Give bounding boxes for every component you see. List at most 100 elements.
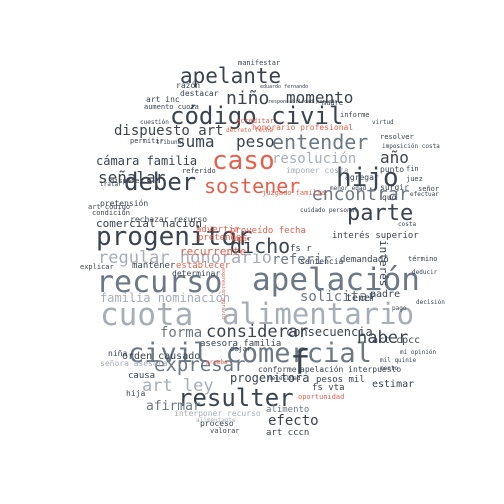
word-eduardo-fernando: eduardo fernando: [260, 84, 309, 90]
word-senor: señor: [418, 185, 440, 193]
word-proveido-fecha: proveído fecha: [230, 226, 306, 236]
word-mantener: mantener: [132, 261, 176, 271]
word-camara-familia: cámara familia: [96, 154, 198, 168]
word-prueba: prueba: [206, 359, 228, 366]
word-familia-nominacion: familia nominación: [100, 291, 231, 305]
word-acreditar: acreditar: [236, 117, 274, 125]
word-efecto: efecto: [268, 413, 319, 429]
word-haber: haber: [357, 328, 409, 348]
word-mil-quinie: mil quinie: [380, 357, 417, 364]
word-comercial-nacion: comercial nación: [96, 217, 202, 230]
word-tribunal: tribunal: [156, 139, 185, 146]
word-lugar: lugar: [230, 235, 252, 243]
word-art-cccn: art cccn: [266, 428, 310, 438]
word-aumento-cuota: aumento cuota: [144, 103, 199, 111]
word-nino: niño: [226, 88, 270, 109]
word-asesora-familia: asesora familia: [200, 339, 282, 349]
word-resolver: resolver: [380, 133, 414, 141]
word-referido: referido: [182, 167, 216, 175]
word-pretension: pretensión: [100, 199, 149, 208]
word-regular-honorario: regular honorario: [98, 248, 272, 268]
word-tratar: tratar: [100, 181, 122, 188]
word-interes: interés: [377, 240, 390, 287]
word-cuestion: cuestión: [140, 119, 169, 126]
word-pretender: pretender: [198, 233, 247, 243]
word-sentencia: sentencia: [300, 257, 344, 266]
word-consecuencia: consecuencia: [286, 325, 373, 339]
word-condicion: condición: [92, 209, 130, 217]
word-monto: monto: [380, 365, 399, 372]
word-codigo-civil: código civil: [170, 102, 344, 130]
word-permitir: permitir: [130, 137, 164, 145]
word-punto: punto: [380, 165, 405, 174]
word-civil-comercial: civil comercial: [128, 338, 372, 369]
word-momento: momento: [286, 88, 354, 107]
word-juez: juez: [406, 175, 423, 183]
word-apelacion-interpuesto: apelación interpuesto: [300, 365, 402, 374]
word-progenitora: progenitora: [230, 371, 310, 385]
word-menor-edad: menor edad: [330, 185, 367, 192]
word-entender: entender: [272, 130, 369, 154]
word-recurrente: recurrente: [180, 245, 247, 258]
word-explicar: explicar: [80, 263, 114, 271]
word-causa: causa: [128, 371, 156, 381]
word-cuota: cuota: [100, 297, 194, 333]
word-dispuesto-art: dispuesto art: [114, 123, 224, 139]
word-art-ley: art ley: [142, 376, 214, 396]
word-padre: padre: [370, 289, 401, 300]
word-hija: hija: [126, 389, 146, 398]
word-oportunidad: oportunidad: [298, 393, 345, 401]
word-necesidad: necesidad: [268, 375, 301, 382]
word-conforme: conforme: [258, 365, 297, 374]
word-encontrar: encontrar: [312, 184, 410, 205]
word-imposicion-costa: imposición costa: [382, 143, 440, 150]
word-senora-asesora: señora asesora: [100, 359, 168, 368]
word-progenitor: progenitor: [96, 222, 253, 252]
word-art-cpcc: art cpcc: [372, 335, 421, 346]
word-hijo: hijo: [336, 163, 399, 193]
word-dejar: dejar: [230, 345, 252, 353]
word-informe: informe: [340, 111, 370, 119]
word-proceso: proceso: [200, 419, 234, 428]
word-efectuar: efectuar: [410, 191, 439, 198]
word-art-inc: art inc: [146, 95, 180, 104]
word-responsabilidad-parental: responsabilidad parental: [268, 99, 341, 105]
word-fs-vta: fs vta: [312, 383, 345, 393]
word-pago: pago: [392, 305, 407, 312]
word-interes-superior: interés superior: [332, 231, 419, 241]
word-referir: referir: [272, 252, 332, 268]
word-determinar: determinar: [172, 269, 221, 278]
word-dicho: dicho: [230, 234, 291, 258]
word-cuidado-personal: cuidado personal: [300, 207, 358, 214]
word-rechazar-recurso: rechazar recurso: [130, 215, 208, 224]
word-resulter: resulter: [178, 384, 294, 412]
word-art-codigo: art código: [88, 203, 131, 211]
word-recurso: recurso: [96, 265, 223, 300]
word-disponer: disponer: [110, 177, 144, 185]
word-solicitar: solicitar: [300, 289, 376, 305]
word-considerar: considerar: [206, 322, 309, 342]
word-f: f: [290, 343, 311, 383]
word-fs-r: fs r: [290, 244, 312, 254]
word-costa: costa: [398, 221, 417, 228]
word-apelante: apelante: [180, 64, 282, 88]
word-alimentante: alimentante: [196, 417, 236, 424]
word-caso: caso: [212, 146, 275, 176]
word-senalar: señalar: [98, 168, 166, 187]
word-apelacion: apelación: [252, 262, 420, 298]
word-razon: razón: [176, 81, 201, 90]
word-peso: peso: [236, 132, 275, 151]
word-establecer: establecer: [176, 261, 231, 271]
word-virtud: virtud: [372, 119, 394, 126]
word-nina: niña: [108, 349, 128, 358]
word-honorario-profesional: honorario profesional: [252, 123, 354, 132]
word-madre: madre: [322, 99, 344, 107]
word-decision: decisión: [416, 299, 445, 306]
word-expresion-agravio: expresión agravio: [220, 268, 226, 320]
word-destacar: destacar: [180, 89, 219, 98]
word-juzgado-familia: juzgado familia: [262, 189, 326, 197]
word-manifestar: manifestar: [238, 59, 281, 67]
word-orden-causado: orden causado: [122, 351, 201, 362]
word-advertir: advertir: [196, 225, 240, 235]
word-fin: fin: [406, 165, 419, 173]
